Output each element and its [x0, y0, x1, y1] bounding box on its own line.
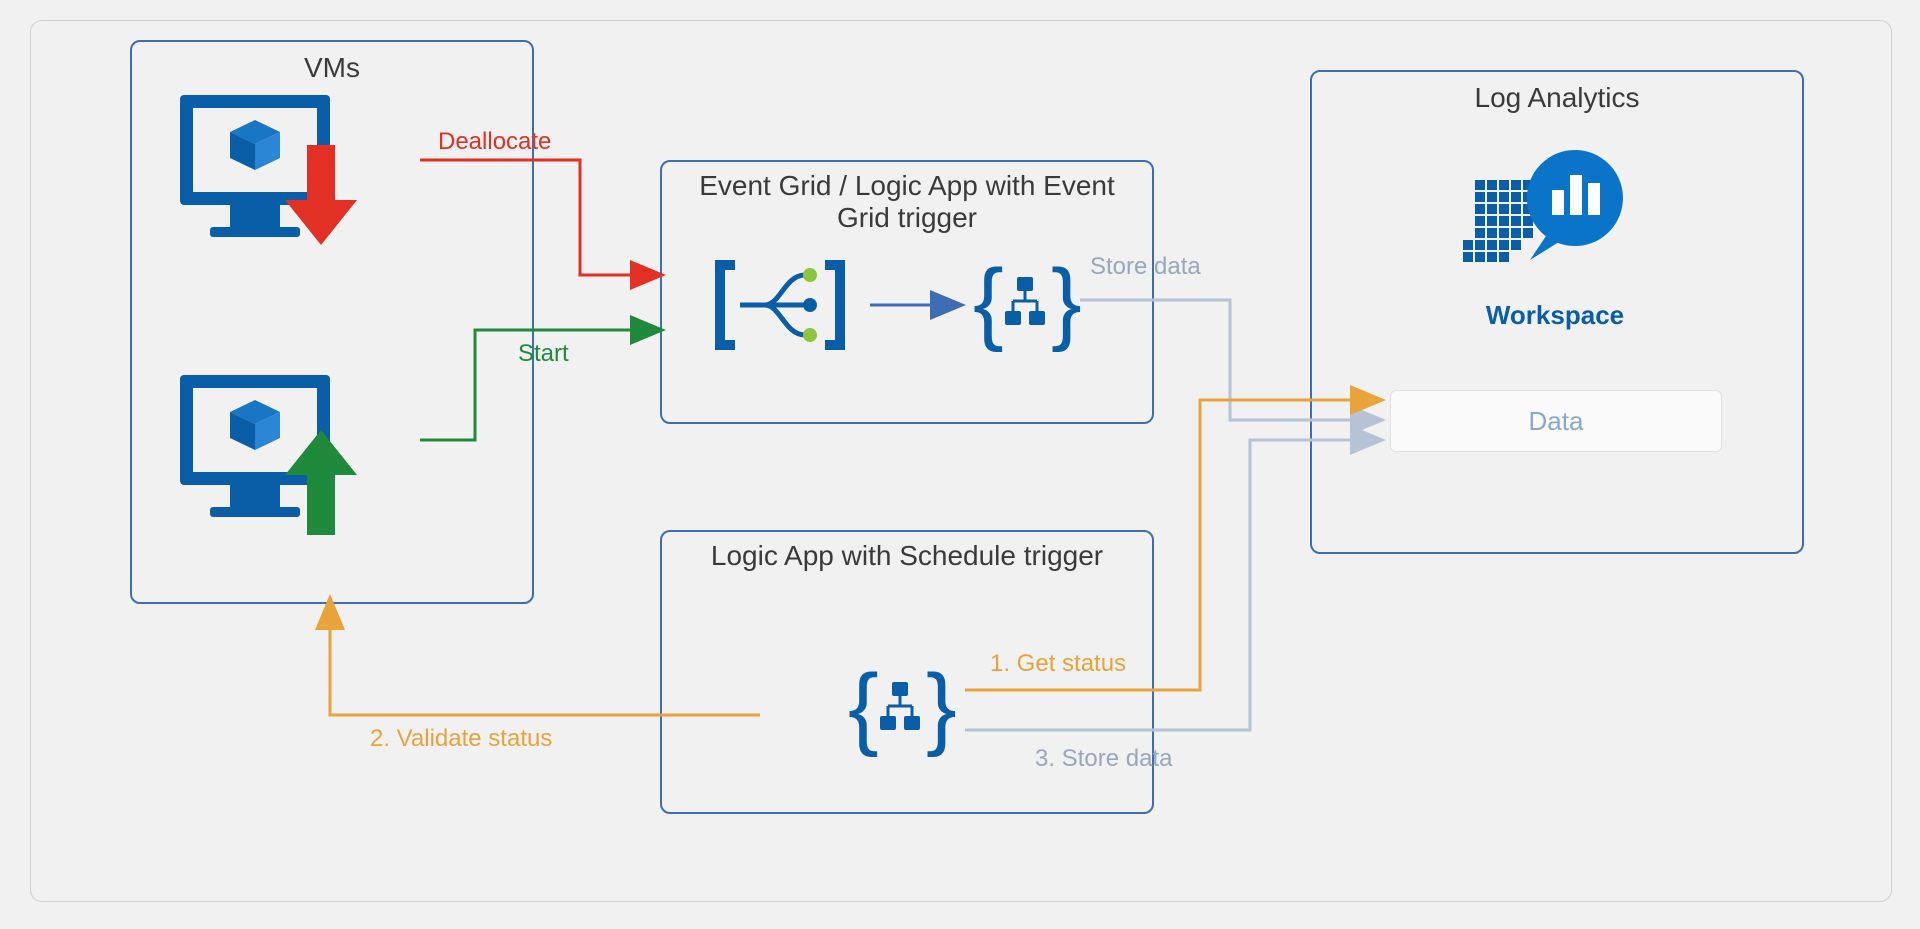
svg-text:}: }	[926, 660, 957, 758]
label-start: Start	[518, 340, 569, 368]
workspace-label: Workspace	[1310, 300, 1800, 331]
label-validate-status: 2. Validate status	[370, 725, 552, 753]
label-get-status: 1. Get status	[990, 650, 1126, 678]
label-store-data-bottom: 3. Store data	[1035, 745, 1172, 773]
node-vms-title: VMs	[132, 52, 532, 84]
diagram-canvas: VMs	[0, 0, 1920, 929]
logic-app-icon-2: { }	[840, 660, 960, 765]
data-block: Data	[1390, 390, 1722, 452]
label-store-data-top: Store data	[1090, 253, 1201, 281]
vm-start-icon	[175, 370, 375, 560]
node-loganalytics-title: Log Analytics	[1312, 82, 1802, 114]
event-grid-icon	[705, 250, 855, 365]
label-deallocate: Deallocate	[438, 128, 551, 156]
node-eventgrid-title: Event Grid / Logic App with Event Grid t…	[682, 170, 1132, 234]
svg-text:{: {	[848, 660, 879, 758]
vm-deallocate-icon	[175, 90, 375, 270]
svg-text:}: }	[1051, 255, 1082, 353]
workspace-icon	[1460, 135, 1650, 310]
logic-app-icon-1: { }	[965, 255, 1085, 360]
node-schedule-title: Logic App with Schedule trigger	[682, 540, 1132, 572]
svg-text:{: {	[973, 255, 1004, 353]
